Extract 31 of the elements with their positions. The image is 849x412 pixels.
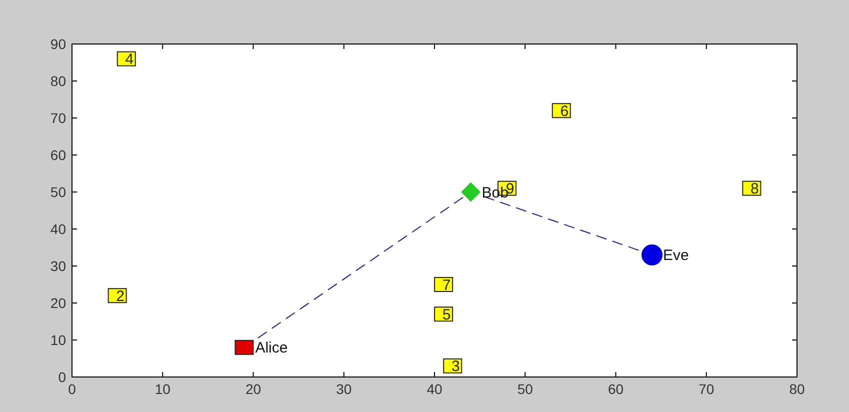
y-tick-label: 30: [50, 258, 66, 274]
x-tick-label: 50: [517, 381, 534, 397]
point: [234, 340, 254, 355]
annotation: 6: [560, 102, 569, 120]
point: [461, 182, 480, 202]
y-tick-label: 80: [50, 72, 66, 89]
x-tick-label: 70: [698, 381, 714, 397]
x-tick-label: 0: [68, 381, 76, 397]
annotation: 8: [750, 180, 759, 198]
y-tick-label: 0: [58, 368, 66, 385]
y-tick-label: 50: [50, 184, 66, 200]
y-tick-label: 10: [50, 332, 66, 348]
x-tick-label: 80: [789, 381, 805, 397]
x-tick-label: 10: [154, 381, 171, 397]
annotation: 3: [451, 358, 460, 376]
y-tick-label: 40: [50, 220, 66, 237]
x-tick-label: 40: [426, 381, 442, 397]
y-tick-label: 90: [50, 36, 66, 52]
x-tick-label: 20: [245, 381, 262, 397]
y-tick-label: 60: [50, 146, 66, 163]
point: [642, 244, 662, 266]
annotation: 4: [125, 51, 134, 68]
series-label: Alice: [255, 340, 288, 357]
x-tick-label: 60: [608, 381, 624, 397]
y-tick-label: 20: [50, 294, 66, 311]
x-tick-label: 30: [336, 381, 352, 397]
annotation: 2: [116, 288, 124, 305]
annotation: 5: [442, 306, 451, 324]
annotation: 7: [442, 276, 451, 294]
series-label: Eve: [663, 247, 689, 264]
y-tick-label: 70: [50, 110, 66, 126]
